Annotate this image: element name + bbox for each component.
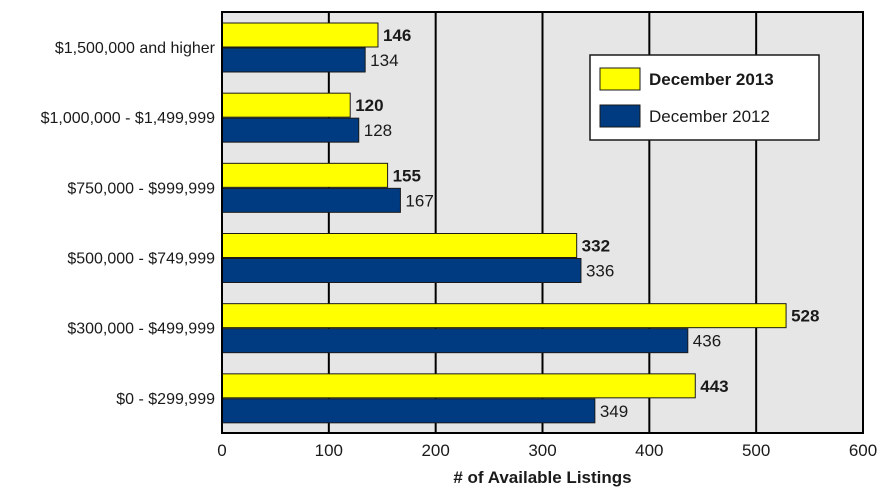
- bar-december-2012: [221, 117, 360, 143]
- bars: [221, 22, 787, 424]
- value-label-december-2012: 436: [693, 332, 721, 351]
- category-label: $500,000 - $749,999: [67, 251, 215, 268]
- plot-frame: [221, 11, 864, 434]
- value-label-december-2013: 528: [791, 307, 819, 326]
- x-tick-label: 200: [421, 441, 449, 460]
- category-label: $1,000,000 - $1,499,999: [41, 110, 215, 127]
- legend-swatch-december-2012: [599, 104, 641, 128]
- value-label-december-2013: 443: [700, 377, 728, 396]
- bar-december-2013: [221, 303, 787, 329]
- x-tick-labels: 0 100 200 300 400 500 600: [217, 441, 877, 460]
- legend: December 2013 December 2012: [589, 54, 820, 141]
- x-tick-label: 100: [315, 441, 343, 460]
- bar-december-2013: [221, 92, 351, 118]
- bar-december-2013: [221, 233, 578, 258]
- category-label: $1,500,000 and higher: [55, 40, 216, 57]
- legend-label-december-2013: December 2013: [649, 70, 774, 89]
- bar-december-2012: [221, 187, 401, 213]
- bar-december-2013: [221, 22, 379, 48]
- value-label-december-2012: 167: [405, 191, 433, 210]
- value-label-december-2012: 349: [600, 402, 628, 421]
- value-label-december-2013: 120: [355, 96, 383, 115]
- value-label-december-2012: 134: [370, 51, 398, 70]
- x-tick-label: 500: [742, 441, 770, 460]
- value-label-december-2013: 155: [393, 166, 421, 185]
- x-tick-label: 600: [849, 441, 877, 460]
- x-tick-label: 400: [635, 441, 663, 460]
- category-label: $300,000 - $499,999: [67, 321, 215, 338]
- bar-december-2012: [221, 328, 689, 354]
- x-tick-label: 0: [217, 441, 226, 460]
- value-label-december-2012: 128: [364, 121, 392, 140]
- bar-december-2012: [221, 398, 596, 424]
- legend-label-december-2012: December 2012: [649, 107, 770, 126]
- legend-swatch-december-2013: [599, 67, 641, 91]
- category-label: $750,000 - $999,999: [67, 180, 215, 197]
- x-tick-label: 300: [528, 441, 556, 460]
- x-axis-title: # of Available Listings: [453, 468, 631, 487]
- category-label: $0 - $299,999: [116, 391, 215, 408]
- bar-december-2012: [221, 258, 582, 283]
- value-label-december-2013: 332: [582, 237, 610, 256]
- bar-december-2012: [221, 47, 366, 73]
- category-labels: $1,500,000 and higher $1,000,000 - $1,499…: [41, 40, 216, 408]
- value-label-december-2013: 146: [383, 26, 411, 45]
- value-labels: 146 134 120 128 155 167 332 336 528 436 443 349: [355, 26, 819, 421]
- bar-december-2013: [221, 373, 696, 399]
- value-label-december-2012: 336: [586, 262, 614, 281]
- bar-december-2013: [221, 162, 389, 188]
